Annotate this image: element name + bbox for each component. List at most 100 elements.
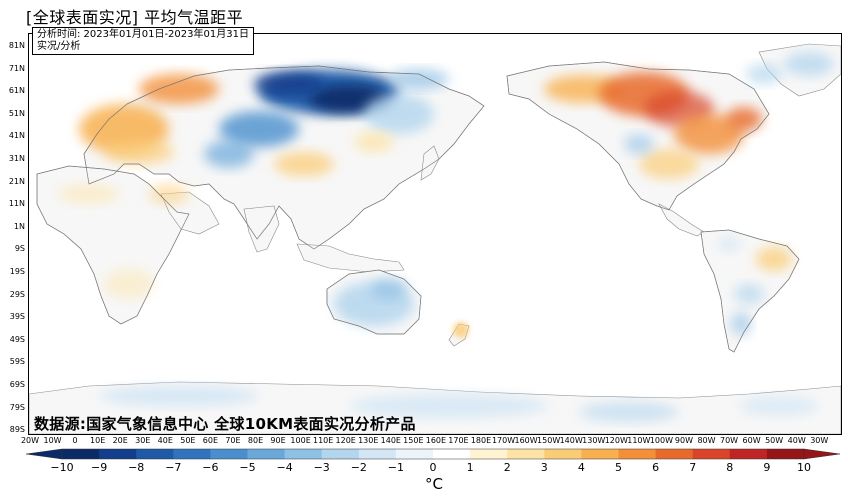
colorbar-segment	[284, 449, 323, 459]
colorbar-max-arrow	[803, 448, 841, 460]
lat-label: 11N	[8, 199, 25, 209]
lon-label: 170E	[448, 436, 469, 445]
lat-label: 79S	[9, 402, 25, 412]
lon-label: 40E	[157, 436, 173, 445]
lon-label: 100W	[649, 436, 673, 445]
colorbar-segment	[655, 449, 694, 459]
lon-label: 20E	[112, 436, 128, 445]
lon-label: 90W	[674, 436, 693, 445]
colorbar-tick-label: 9	[763, 461, 771, 474]
lat-label: 21N	[8, 176, 25, 186]
colorbar-tick-label: 1	[466, 461, 474, 474]
colorbar-tick-label: −9	[90, 461, 108, 474]
colorbar-segment	[136, 449, 174, 459]
indonesia-islands	[296, 243, 405, 273]
lon-label: 180E	[470, 436, 492, 445]
colorbar-segment	[210, 449, 248, 459]
colorbar-min-arrow	[26, 448, 63, 460]
lon-label: 140W	[559, 436, 583, 445]
coastlines	[36, 61, 800, 353]
lon-label: 60W	[742, 436, 761, 445]
lon-label: 70W	[720, 436, 739, 445]
lat-label: 69S	[9, 380, 25, 389]
lon-label: 110W	[627, 436, 651, 445]
lat-label: 81N	[8, 41, 25, 50]
colorbar-unit: °C	[425, 475, 443, 493]
colorbar-tick-label: −4	[276, 461, 293, 474]
lon-label: 170W	[491, 436, 516, 445]
colorbar-tick-label: −1	[387, 461, 404, 474]
analysis-type: 实况/分析	[37, 41, 81, 52]
colorbar-tick-label: 8	[726, 461, 734, 474]
colorbar-segment	[692, 449, 731, 459]
colorbar-segment	[99, 449, 137, 459]
colorbar-segment	[729, 449, 768, 459]
lon-label: 160E	[425, 436, 447, 445]
lon-label: 140E	[380, 436, 401, 445]
lat-label: 29S	[9, 289, 25, 299]
colorbar-segment	[618, 449, 657, 459]
colorbar-segment	[544, 449, 582, 459]
colorbar	[26, 448, 841, 460]
lat-label: 9S	[14, 244, 25, 254]
lat-label: 59S	[9, 357, 25, 367]
lat-label: 39S	[9, 312, 25, 322]
colorbar-segment	[173, 449, 211, 459]
lat-label: 41N	[8, 131, 25, 141]
colorbar-tick-label: 5	[615, 461, 622, 474]
colorbar-segment	[395, 449, 434, 459]
colorbar-tick-label: 6	[652, 461, 660, 474]
lon-label: 80W	[697, 436, 716, 445]
map-title: [全球表面实况] 平均气温距平	[26, 8, 244, 27]
lon-label: 130W	[582, 436, 606, 445]
lat-label: 1N	[13, 221, 25, 231]
colorbar-segment	[470, 449, 508, 459]
lat-label: 49S	[9, 334, 25, 344]
lon-label: 30W	[810, 436, 829, 445]
lat-label: 31N	[8, 154, 25, 163]
lon-label: 30E	[135, 436, 151, 445]
colorbar-tick-label: −6	[202, 461, 219, 474]
land-layer	[29, 43, 841, 434]
colorbar-tick-label: 10	[797, 461, 811, 474]
data-source-label: 数据源:国家气象信息中心 全球10KM表面实况分析产品	[34, 415, 416, 433]
lon-label: 120E	[335, 436, 356, 445]
india-landmass	[243, 205, 280, 253]
map-frame	[28, 33, 842, 435]
lon-label: 40W	[787, 436, 806, 445]
colorbar-segment	[507, 449, 545, 459]
colorbar-tick-label: −10	[50, 461, 74, 474]
lat-label: 71N	[8, 63, 25, 73]
lon-label: 150E	[403, 436, 424, 445]
colorbar-tick-label: 7	[689, 461, 697, 474]
lon-label: 50E	[180, 436, 196, 445]
lon-label: 60E	[202, 436, 219, 445]
anomaly-shading	[59, 52, 834, 422]
colorbar-tick-label: 0	[429, 461, 437, 474]
colorbar-tick-label: 3	[540, 461, 548, 474]
lat-label: 61N	[8, 86, 25, 96]
colorbar-segment	[62, 449, 100, 459]
colorbar-tick-label: −5	[239, 461, 256, 474]
colorbar-tick-label: −2	[350, 461, 367, 474]
colorbar-tick-label: −8	[128, 461, 145, 474]
lon-label: 110E	[312, 436, 334, 445]
lat-label: 51N	[8, 108, 25, 118]
colorbar-tick-label: −3	[313, 461, 330, 474]
lon-label: 50W	[765, 436, 784, 445]
lon-label: 130E	[358, 436, 379, 445]
japan-islands	[420, 145, 440, 181]
lat-label: 89S	[9, 425, 25, 435]
analysis-info-box: 分析时间: 2023年01月01日-2023年01月31日 实况/分析	[32, 27, 254, 55]
colorbar-segment	[766, 449, 805, 459]
colorbar-segment	[358, 449, 397, 459]
lon-label: 160W	[514, 436, 538, 445]
anomaly-map	[29, 43, 841, 434]
lat-label: 19S	[9, 267, 25, 276]
colorbar-tick-label: 4	[577, 461, 585, 474]
lon-label: 20W	[20, 436, 40, 445]
lon-label: 80E	[247, 436, 264, 445]
lon-label: 120W	[604, 436, 628, 445]
colorbar-segment	[321, 449, 360, 459]
colorbar-segment	[581, 449, 619, 459]
